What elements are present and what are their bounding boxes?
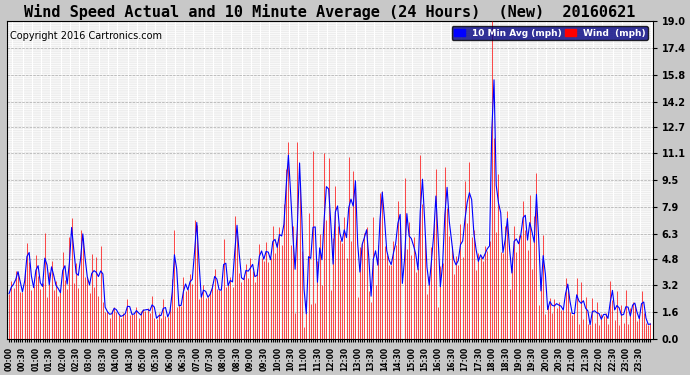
Text: Copyright 2016 Cartronics.com: Copyright 2016 Cartronics.com [10,31,162,41]
Title: Wind Speed Actual and 10 Minute Average (24 Hours)  (New)  20160621: Wind Speed Actual and 10 Minute Average … [24,4,635,20]
Legend: 10 Min Avg (mph), Wind  (mph): 10 Min Avg (mph), Wind (mph) [451,26,648,40]
